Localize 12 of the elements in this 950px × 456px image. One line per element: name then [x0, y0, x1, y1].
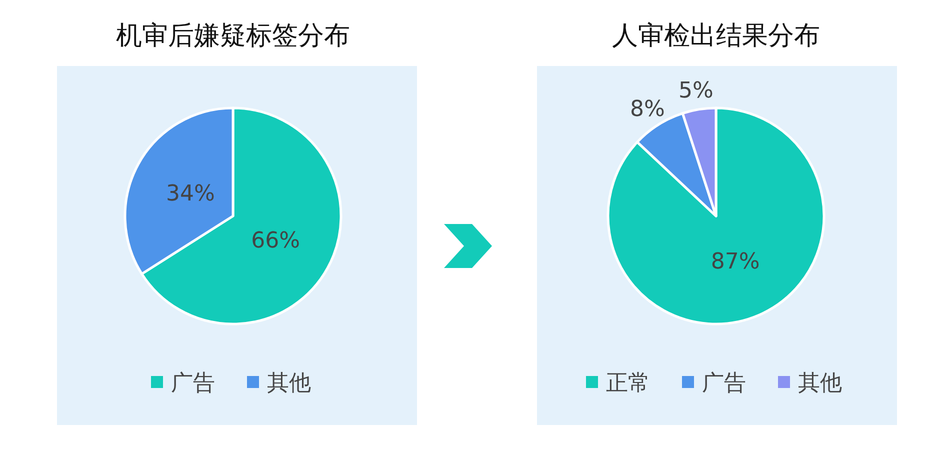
data-label: 66% — [251, 228, 300, 254]
legend-label: 其他 — [267, 371, 311, 396]
data-label: 5% — [678, 78, 714, 104]
data-label: 87% — [710, 250, 760, 275]
data-label: 8% — [630, 96, 665, 122]
legend-label: 其他 — [798, 371, 842, 396]
legend-label: 正常 — [606, 371, 650, 396]
legend-label: 广告 — [171, 371, 215, 396]
chart-title: 人审检出结果分布 — [612, 21, 820, 51]
legend-label: 广告 — [702, 371, 746, 396]
data-label: 34% — [166, 182, 215, 207]
chart-title: 机审后嫌疑标签分布 — [116, 21, 350, 51]
